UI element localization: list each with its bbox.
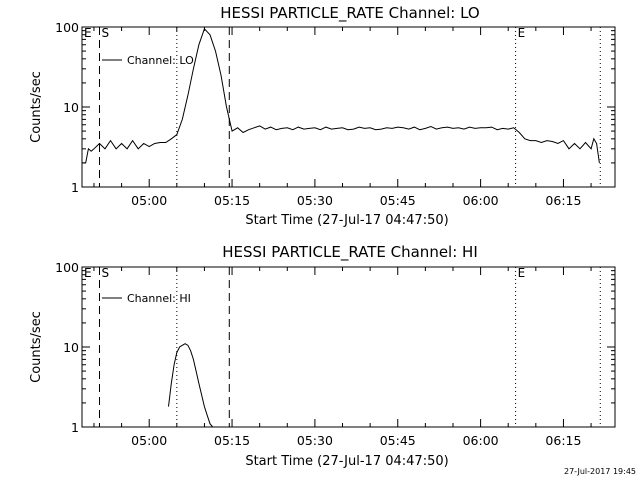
- hi-xtick-label-1: 05:15: [214, 433, 250, 448]
- lo-ytick-label-1: 10: [63, 100, 79, 115]
- hi-xtick-label-3: 05:45: [380, 433, 416, 448]
- hi-chart-legend: Channel: HI: [102, 292, 191, 305]
- lo-chart-ticks: 05:00 05:15 05:30 05:45 06:00 06:15 1 10 100: [55, 20, 615, 208]
- footer-timestamp: 27-Jul-2017 19:45: [564, 467, 636, 476]
- hi-ytick-label-1: 10: [63, 340, 79, 355]
- lo-chart: HESSI PARTICLE_RATE Channel: LO Counts/s…: [29, 4, 616, 228]
- lo-marker-label-0: E: [84, 26, 92, 40]
- hi-marker-label-0: E: [84, 266, 92, 280]
- hi-marker-label-1: S: [101, 266, 109, 280]
- lo-xtick-label-5: 06:15: [545, 193, 581, 208]
- hi-chart-frame: [81, 266, 616, 428]
- hi-marker-label-4: E: [518, 266, 526, 280]
- hi-xtick-label-5: 06:15: [545, 433, 581, 448]
- hi-chart-xlabel: Start Time (27-Jul-17 04:47:50): [245, 454, 448, 469]
- hi-ytick-label-2: 100: [55, 260, 79, 275]
- lo-series-line: [82, 27, 600, 164]
- hi-xtick-label-2: 05:30: [297, 433, 333, 448]
- lo-xtick-label-1: 05:15: [214, 193, 250, 208]
- lo-chart-frame: [81, 26, 616, 188]
- lo-xtick-label-3: 05:45: [380, 193, 416, 208]
- hi-legend-label: Channel: HI: [127, 292, 191, 305]
- hi-xtick-label-0: 05:00: [131, 433, 167, 448]
- lo-xtick-label-2: 05:30: [297, 193, 333, 208]
- lo-chart-xlabel: Start Time (27-Jul-17 04:47:50): [245, 213, 448, 228]
- hi-chart-ylabel: Counts/sec: [29, 311, 44, 383]
- lo-legend-label: Channel: LO: [127, 54, 194, 67]
- hi-chart-title: HESSI PARTICLE_RATE Channel: HI: [222, 243, 478, 262]
- lo-ytick-label-2: 100: [55, 20, 79, 35]
- lo-marker-label-4: E: [518, 26, 526, 40]
- lo-chart-title: HESSI PARTICLE_RATE Channel: LO: [220, 4, 479, 23]
- lo-marker-label-1: S: [101, 26, 109, 40]
- hi-series-line: [168, 343, 214, 428]
- lo-chart-ylabel: Counts/sec: [29, 71, 44, 143]
- lo-xtick-label-0: 05:00: [131, 193, 167, 208]
- hi-chart: HESSI PARTICLE_RATE Channel: HI Counts/s…: [29, 243, 616, 469]
- hi-xtick-label-4: 06:00: [463, 433, 499, 448]
- lo-ytick-label-0: 1: [71, 180, 79, 195]
- hi-chart-ticks: 05:00 05:15 05:30 05:45 06:00 06:15 1 10 100: [55, 260, 615, 448]
- lo-xtick-label-4: 06:00: [463, 193, 499, 208]
- lo-chart-legend: Channel: LO: [102, 54, 194, 67]
- hi-ytick-label-0: 1: [71, 420, 79, 435]
